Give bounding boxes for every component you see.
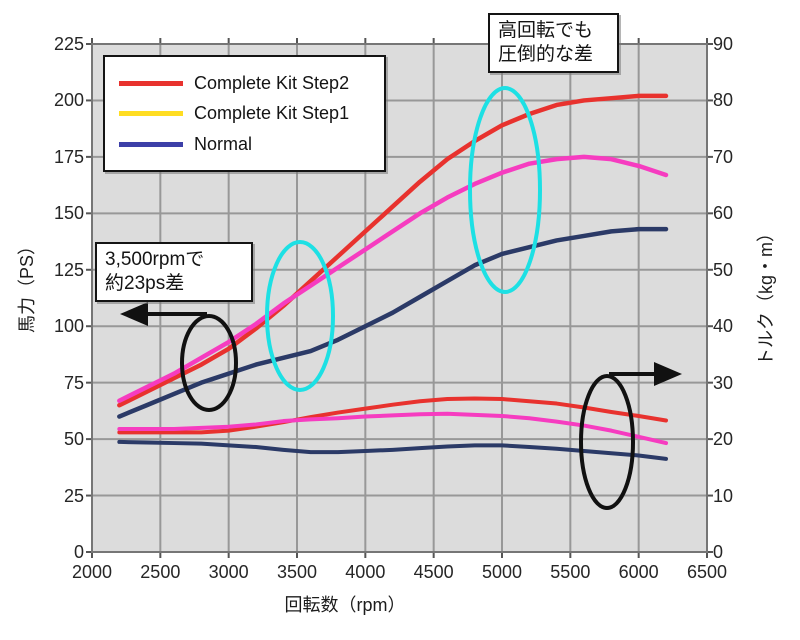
legend-swatch-step1 xyxy=(119,111,183,116)
annotation-line: 圧倒的な差 xyxy=(498,44,594,65)
x-tick-label: 5500 xyxy=(550,562,591,582)
legend-label-normal: Normal xyxy=(194,133,253,154)
legend: Complete Kit Step2 Complete Kit Step1 No… xyxy=(103,55,386,172)
y-left-tick-label: 100 xyxy=(53,316,84,337)
y-left-tick-label: 175 xyxy=(53,146,84,167)
highlight-ellipse-5000rpm xyxy=(468,86,542,294)
x-tick-label: 4500 xyxy=(413,562,454,582)
plot-border xyxy=(91,43,708,553)
marker-ellipse-torque xyxy=(579,374,635,510)
power-line-normal xyxy=(117,226,669,419)
x-tick-label: 3500 xyxy=(276,562,318,582)
y-right-tick-label: 10 xyxy=(713,485,734,506)
arrow-head-right-icon xyxy=(654,362,682,386)
x-tick-label: 2500 xyxy=(140,562,181,582)
y-right-tick-label: 90 xyxy=(713,34,734,54)
annotation-high-rpm-note: 高回転でも 圧倒的な差 xyxy=(488,13,619,73)
legend-item-normal: Normal xyxy=(105,134,384,155)
y-axis-right-title: トルク（kg・m） xyxy=(756,223,776,367)
annotation-line: 高回転でも xyxy=(498,20,594,41)
y-left-tick-label: 225 xyxy=(53,34,84,54)
y-left-tick-label: 50 xyxy=(63,429,84,450)
y-left-tick-label: 0 xyxy=(73,542,84,562)
x-axis-title: 回転数（rpm） xyxy=(284,595,406,615)
legend-swatch-normal xyxy=(119,141,183,147)
power-line-complete-kit-step1 xyxy=(117,154,669,403)
legend-swatch-step2 xyxy=(119,80,183,86)
torque-line-complete-kit-step1 xyxy=(117,411,668,446)
x-tick-label: 4000 xyxy=(345,562,386,582)
annotation-3500rpm-note: 3,500rpmで 約23ps差 xyxy=(95,242,253,302)
y-right-tick-label: 40 xyxy=(713,316,734,337)
y-left-tick-label: 150 xyxy=(53,203,84,224)
y-left-tick-label: 200 xyxy=(53,90,84,111)
legend-item-step1: Complete Kit Step1 xyxy=(105,103,384,124)
y-right-tick-label: 0 xyxy=(713,542,724,562)
x-tick-label: 2000 xyxy=(71,562,113,582)
y-right-tick-label: 60 xyxy=(713,203,734,224)
x-tick-label: 3000 xyxy=(208,562,249,582)
y-left-tick-label: 25 xyxy=(63,485,84,506)
torque-line-complete-kit-step2 xyxy=(117,396,668,435)
annotation-line: 約23ps差 xyxy=(105,273,185,294)
x-tick-label: 6000 xyxy=(618,562,659,582)
y-axis-left-title: 馬力（PS） xyxy=(17,236,37,334)
y-right-tick-label: 70 xyxy=(713,146,734,167)
power-line-complete-kit-step2 xyxy=(117,93,669,408)
y-left-tick-label: 75 xyxy=(63,372,84,393)
legend-item-step2: Complete Kit Step2 xyxy=(105,73,384,94)
annotation-line: 3,500rpmで xyxy=(105,249,205,270)
legend-label-step1: Complete Kit Step1 xyxy=(194,103,350,123)
y-right-tick-label: 80 xyxy=(713,90,734,111)
torque-line-normal xyxy=(117,439,668,461)
y-right-tick-label: 30 xyxy=(713,372,734,393)
y-right-tick-label: 20 xyxy=(713,429,734,450)
y-left-tick-label: 125 xyxy=(53,259,84,280)
y-right-tick-label: 50 xyxy=(713,259,734,280)
x-tick-label: 5000 xyxy=(481,562,523,582)
x-tick-label: 6500 xyxy=(686,562,728,582)
marker-ellipse-power xyxy=(180,314,238,412)
highlight-ellipse-3500rpm xyxy=(265,240,335,392)
arrow-head-left-icon xyxy=(120,302,148,326)
legend-label-step2: Complete Kit Step2 xyxy=(194,72,350,93)
